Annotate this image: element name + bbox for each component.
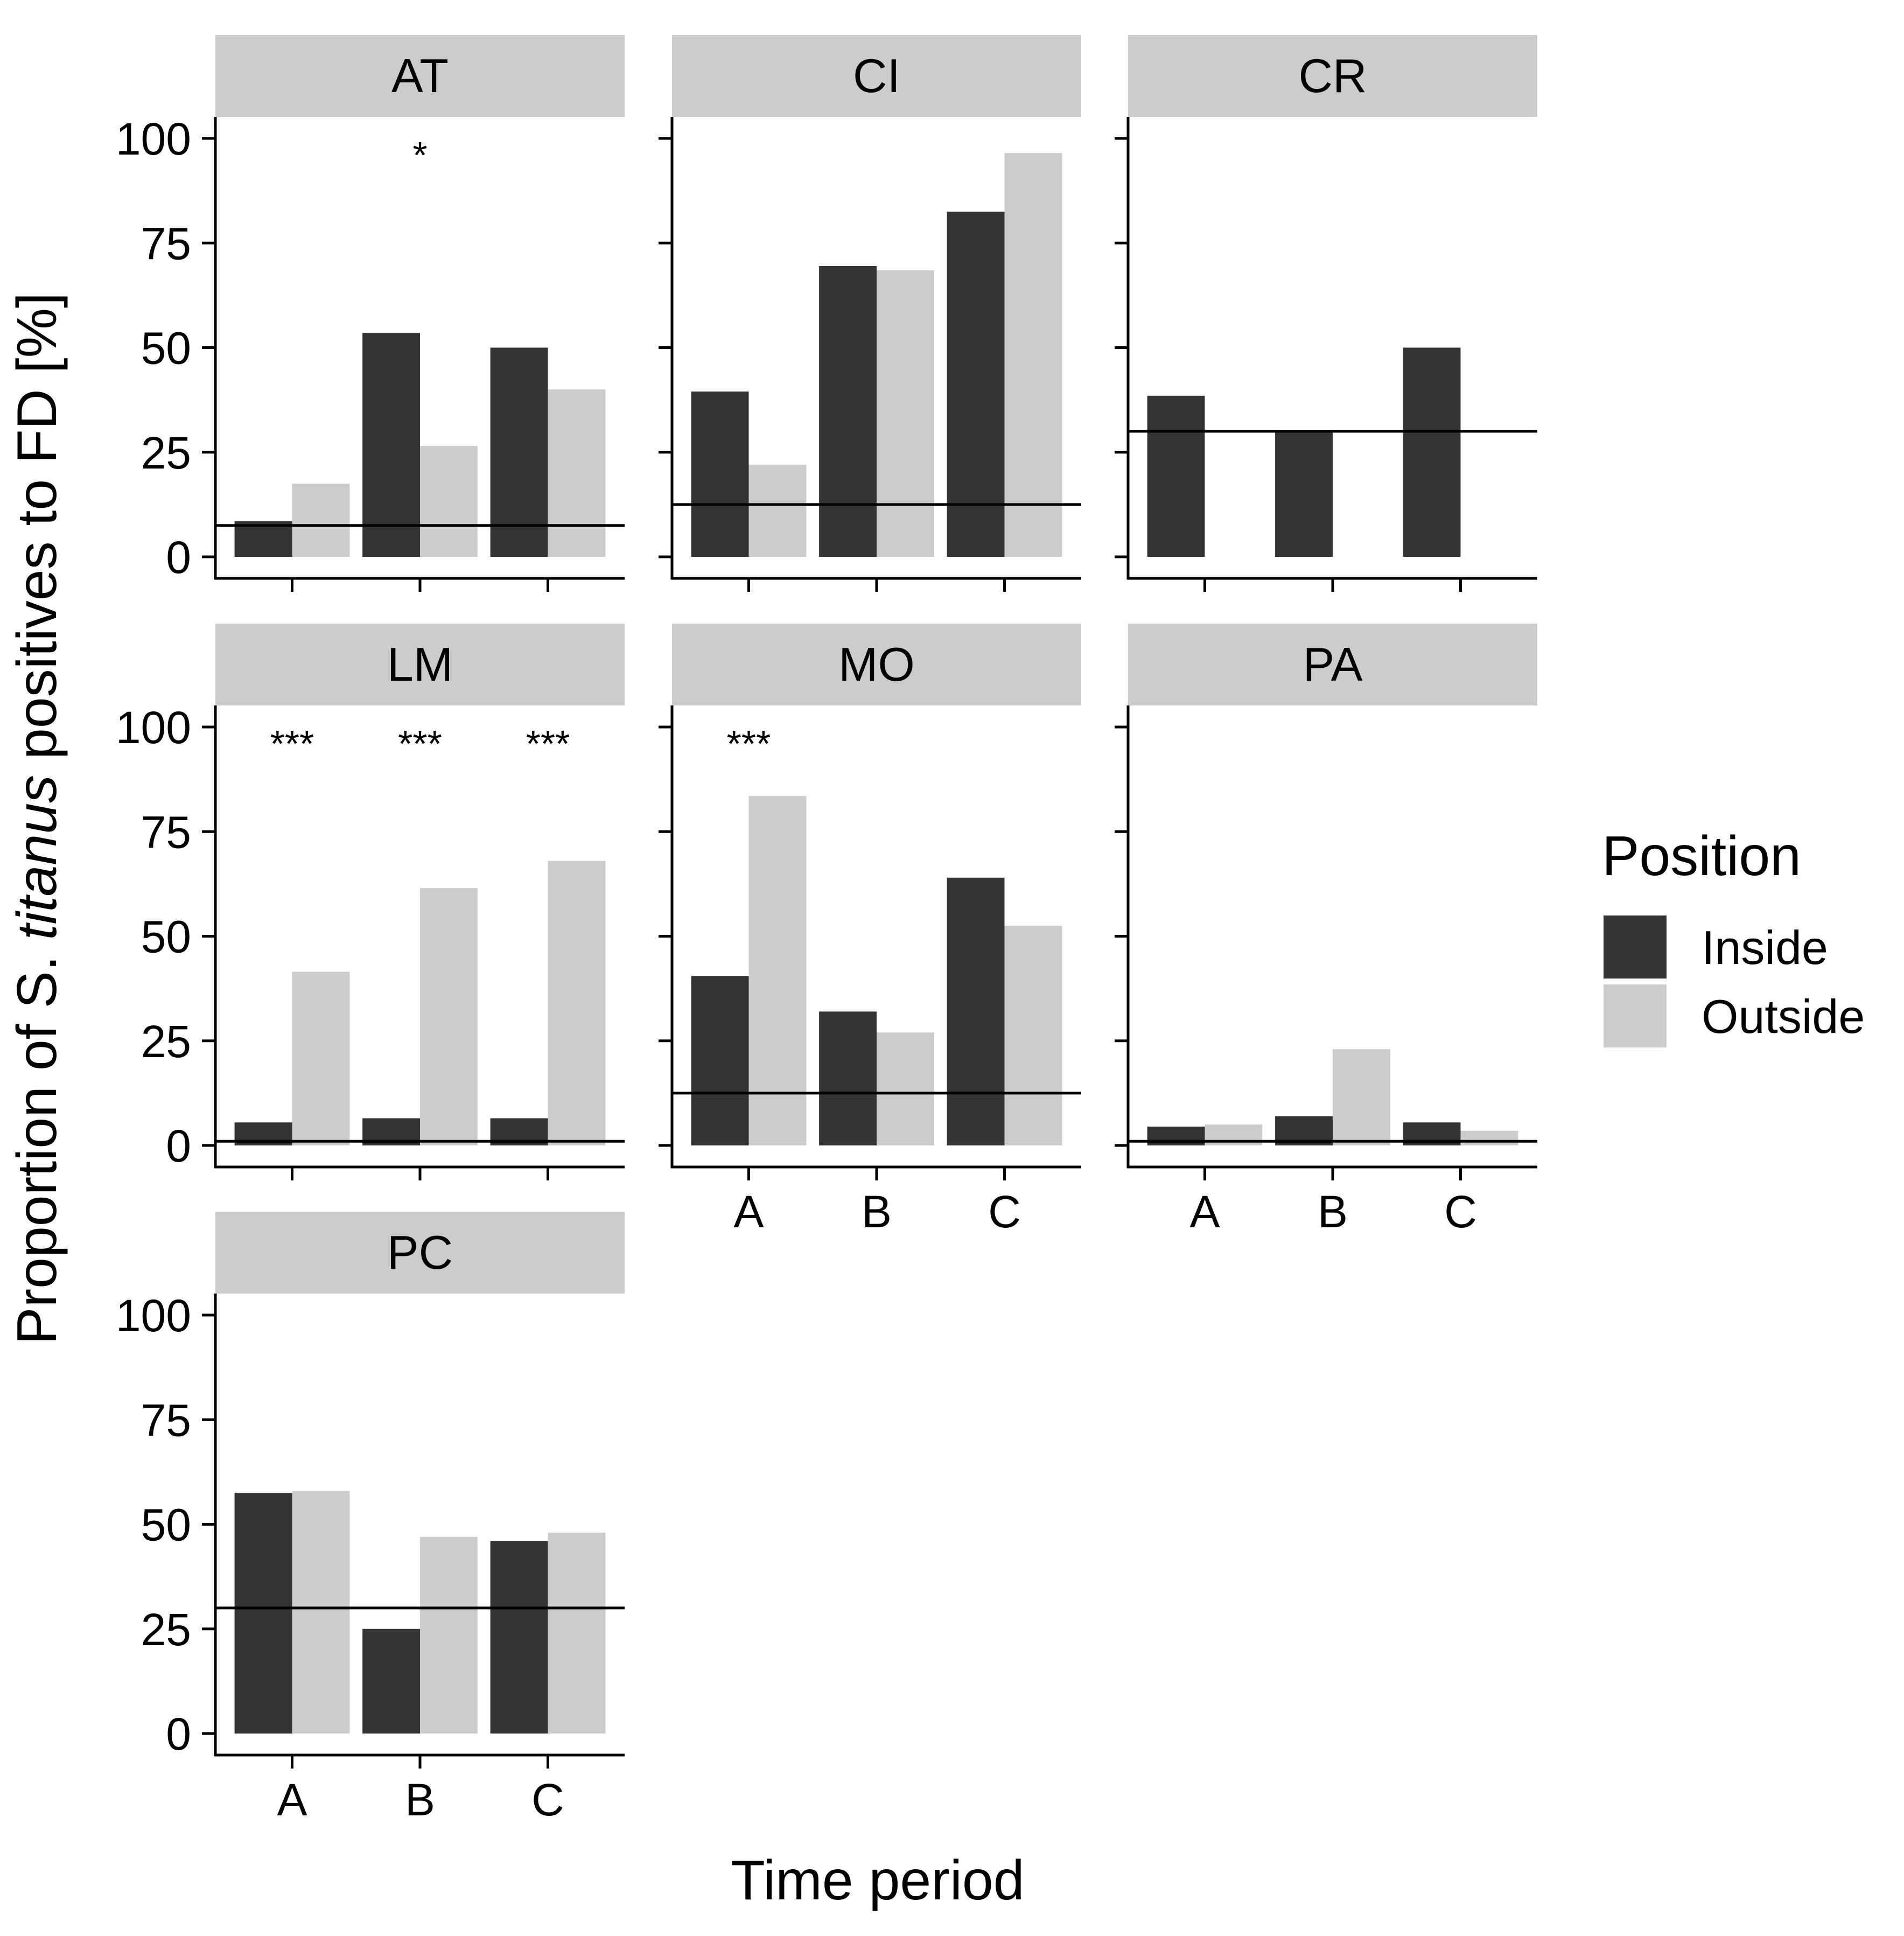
panel-strip-pc [215,1212,625,1294]
panel-at: AT * 0 25 50 75 100 [116,35,625,592]
y-tick-label-at-100: 100 [116,114,191,164]
bar-ci-c-inside [947,211,1005,557]
bar-at-a-outside [292,484,350,557]
panel-strip-pa [1128,624,1537,705]
y-tick-label-at-75: 75 [141,218,191,269]
y-axis-title-prefix: Proportion of S. [6,940,68,1345]
x-tick-label-pc-c: C [531,1774,564,1825]
significance-lm-a: *** [270,723,314,765]
panel-pa: PA A B C [1115,624,1537,1237]
bar-at-a-inside [234,521,292,557]
panel-strip-ci [672,35,1081,117]
bar-mo-b-inside [819,1011,877,1145]
y-tick-label-pc-0: 0 [166,1709,191,1759]
significance-lm-c: *** [526,723,570,765]
panel-strip-label-pa: PA [1303,638,1363,691]
y-tick-label-pc-25: 25 [141,1604,191,1655]
bar-pc-a-outside [292,1491,350,1734]
x-tick-label-pa-a: A [1189,1186,1220,1237]
bar-ci-a-inside [691,392,749,557]
y-axis-title-italic: titanus [6,775,68,940]
x-tick-label-pa-c: C [1444,1186,1477,1237]
legend-label-inside: Inside [1702,921,1828,974]
y-tick-label-at-25: 25 [141,428,191,478]
bar-at-c-outside [548,389,606,557]
x-tick-label-mo-a: A [733,1186,764,1237]
panel-strip-label-pc: PC [387,1226,453,1279]
panel-strip-mo [672,624,1081,705]
bar-mo-a-inside [691,976,749,1145]
legend-title: Position [1602,825,1801,887]
bar-pa-c-outside [1460,1130,1518,1145]
panel-strip-label-lm: LM [387,638,453,691]
bar-pa-b-outside [1333,1049,1390,1145]
bar-cr-a-inside [1147,395,1205,557]
bar-lm-b-outside [420,888,478,1145]
y-tick-label-pc-100: 100 [116,1290,191,1341]
bar-mo-a-outside [748,796,807,1145]
bar-ci-b-outside [877,270,934,557]
y-axis-title-suffix: positives to FD [%] [6,292,68,775]
bar-cr-b-inside [1275,431,1333,557]
y-tick-label-lm-50: 50 [141,912,191,962]
bar-at-c-inside [490,347,548,557]
y-tick-label-pc-75: 75 [141,1395,191,1445]
x-tick-label-mo-c: C [988,1186,1021,1237]
significance-mo-a: *** [727,723,771,765]
x-tick-label-pc-a: A [277,1774,307,1825]
panel-lm: LM *** *** *** 0 25 50 75 100 [116,624,625,1180]
bar-ci-c-outside [1004,153,1062,557]
x-axis-title: Time period [731,1849,1024,1912]
legend: Position Inside Outside [1602,825,1865,1047]
y-tick-label-lm-100: 100 [116,702,191,753]
bar-pc-b-outside [420,1536,478,1734]
panel-mo: MO *** A B C [659,624,1081,1237]
bar-ci-b-inside [819,265,877,557]
panel-strip-label-ci: CI [853,49,900,102]
bar-at-b-inside [362,333,420,557]
x-tick-label-pa-b: B [1318,1186,1348,1237]
bar-mo-c-outside [1004,926,1062,1145]
legend-key-inside [1604,915,1667,979]
bar-pc-c-inside [490,1541,548,1734]
panel-pc: PC A B C 0 25 50 75 100 [116,1212,625,1825]
legend-key-outside [1604,984,1667,1047]
panel-strip-at [215,35,625,117]
x-tick-label-mo-b: B [862,1186,892,1237]
y-tick-label-lm-0: 0 [166,1121,191,1171]
bar-lm-a-outside [292,972,350,1145]
panel-strip-cr [1128,35,1537,117]
panel-ci: CI [659,35,1081,592]
bar-ci-a-outside [748,465,807,557]
panel-strip-lm [215,624,625,705]
bar-pc-b-inside [362,1629,420,1734]
panel-strip-label-mo: MO [838,638,915,691]
significance-at-b: * [412,134,427,176]
legend-label-outside: Outside [1702,990,1865,1043]
bar-mo-b-outside [877,1032,934,1145]
y-axis-title: Proportion of S. titanus positives to FD… [6,292,68,1345]
y-tick-label-at-0: 0 [166,532,191,583]
bar-pc-a-inside [234,1493,292,1734]
y-tick-label-lm-75: 75 [141,807,191,857]
significance-lm-b: *** [398,723,442,765]
bar-at-b-outside [420,446,478,557]
bar-pc-c-outside [548,1533,606,1734]
panel-cr: CR [1115,35,1537,592]
y-tick-label-pc-50: 50 [141,1500,191,1550]
chart-panels: AT * 0 25 50 75 100 CI CR LM *** *** *** 0 25 50 75 100 MO… [116,35,1537,1825]
y-tick-label-at-50: 50 [141,323,191,374]
bar-mo-c-inside [947,877,1005,1145]
panel-strip-label-at: AT [391,49,449,102]
bar-lm-c-outside [548,861,606,1145]
y-tick-label-lm-25: 25 [141,1016,191,1067]
bar-cr-c-inside [1403,347,1461,557]
x-tick-label-pc-b: B [405,1774,435,1825]
bar-pa-a-inside [1147,1127,1205,1145]
panel-strip-label-cr: CR [1298,49,1367,102]
